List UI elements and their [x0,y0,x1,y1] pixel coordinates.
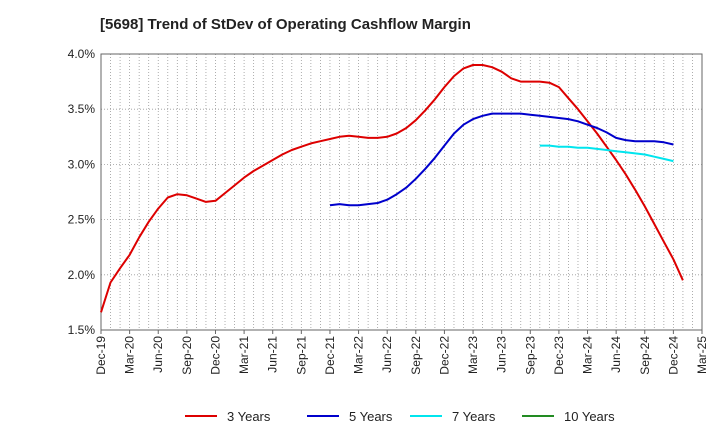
x-tick-label: Jun-24 [609,336,623,373]
x-tick-label: Mar-23 [466,336,480,374]
x-tick-label: Sep-20 [180,336,194,375]
legend-swatch [185,415,217,417]
y-tick-label: 2.5% [68,213,96,227]
legend-item: 10 Years [522,404,615,428]
legend-label: 7 Years [452,408,496,424]
series-line-5-years [329,112,674,207]
x-tick-label: Mar-21 [237,336,251,374]
x-tick-label: Dec-23 [552,336,566,375]
y-tick-label: 3.0% [68,157,96,171]
x-tick-label: Jun-23 [495,336,509,373]
x-tick-label: Sep-21 [294,336,308,375]
x-tick-label: Sep-24 [638,336,652,375]
x-tick-label: Dec-21 [323,336,337,375]
chart-legend: 3 Years 5 Years 7 Years 10 Years [0,404,720,428]
legend-label: 3 Years [227,408,271,424]
legend-swatch [410,415,442,417]
legend-label: 10 Years [564,408,615,424]
x-tick-label: Mar-20 [123,336,137,374]
series-line-3-years [100,64,684,313]
legend-swatch [522,415,554,417]
y-tick-label: 2.0% [68,268,96,282]
x-tick-label: Dec-19 [94,336,108,375]
plot-border [100,53,703,331]
legend-item: 3 Years [185,404,270,428]
legend-item: 5 Years [307,404,392,428]
y-tick-label: 4.0% [68,47,96,61]
x-tick-label: Sep-22 [409,336,423,375]
x-tick-label: Jun-21 [266,336,280,373]
legend-swatch [307,415,339,417]
legend-label: 5 Years [349,408,393,424]
x-tick-label: Mar-24 [581,336,595,374]
x-tick-label: Dec-22 [437,336,451,375]
x-tick-label: Jun-22 [380,336,394,373]
y-tick-label: 1.5% [68,323,96,337]
x-tick-label: Sep-23 [523,336,537,375]
series-line-7-years [539,144,674,163]
x-tick-label: Jun-20 [151,336,165,373]
y-tick-label: 3.5% [68,102,96,116]
x-tick-label: Dec-20 [208,336,222,375]
x-tick-label: Mar-25 [695,336,709,374]
x-tick-label: Dec-24 [666,336,680,375]
legend-item: 7 Years [410,404,495,428]
x-tick-label: Mar-22 [352,336,366,374]
chart-title: [5698] Trend of StDev of Operating Cashf… [100,16,471,33]
